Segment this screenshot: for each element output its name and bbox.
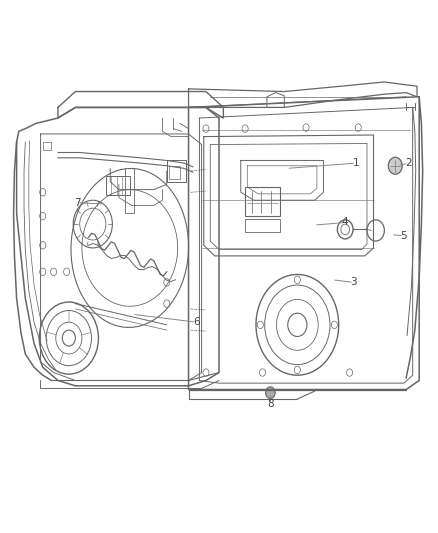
Text: 1: 1 [353,158,360,168]
Text: 2: 2 [405,158,412,168]
Text: 5: 5 [401,231,407,241]
Bar [167,160,186,182]
Bar [169,166,180,179]
Circle shape [389,157,402,174]
Bar [245,187,280,216]
Text: 4: 4 [342,217,349,228]
Text: 7: 7 [74,198,81,208]
Bar [245,219,280,232]
Circle shape [265,387,275,399]
Bar [106,176,130,195]
Text: 3: 3 [350,277,357,287]
Text: 6: 6 [193,317,200,327]
Bar [43,142,51,150]
Text: 8: 8 [267,399,274,409]
